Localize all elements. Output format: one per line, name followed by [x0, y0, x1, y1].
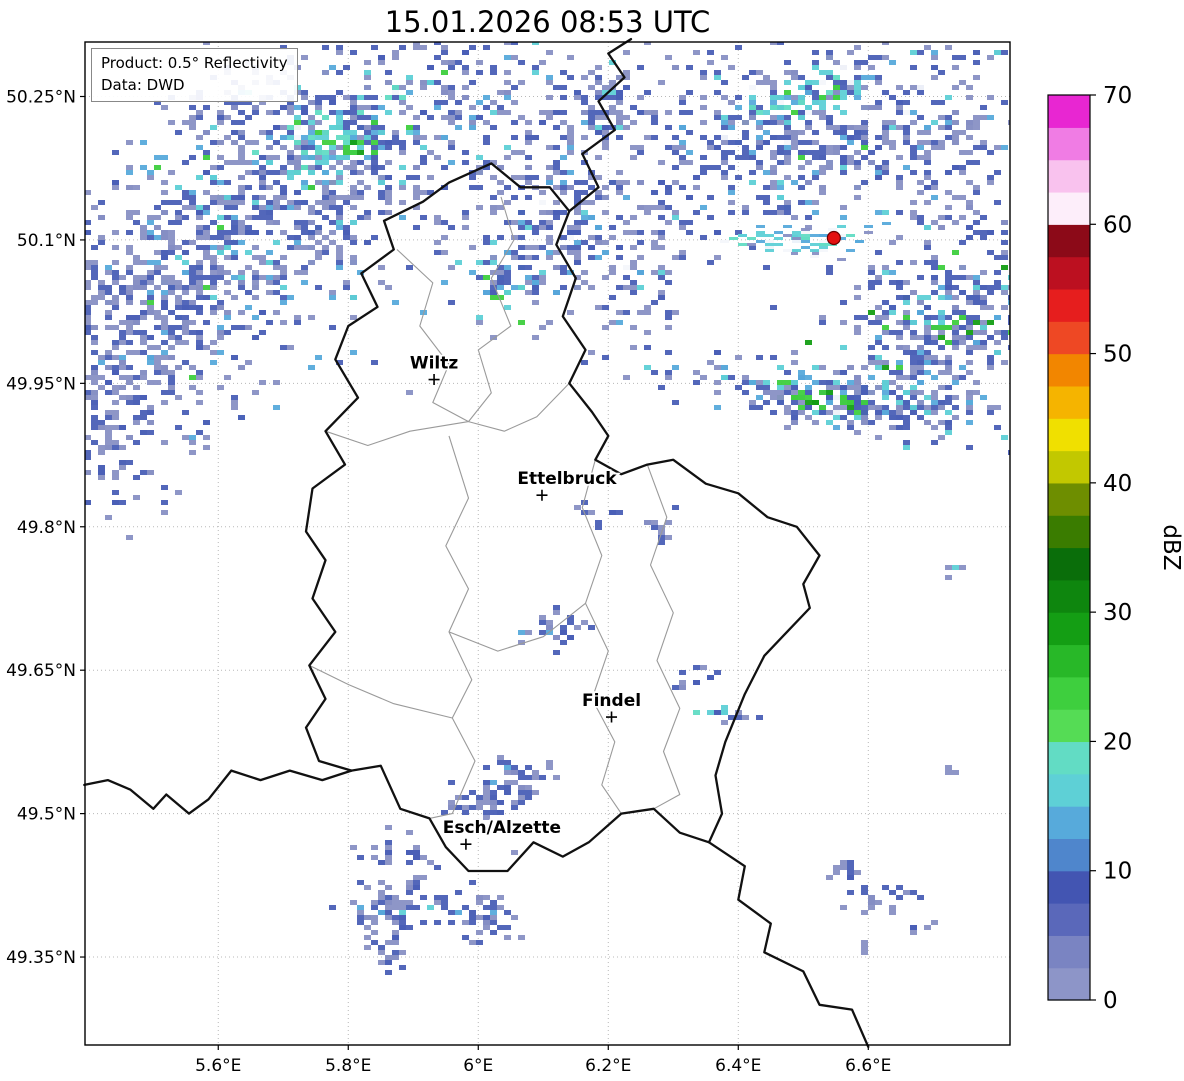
- colorbar-segment: [1048, 256, 1090, 290]
- colorbar-tick-label: 60: [1103, 212, 1132, 238]
- colorbar-segment: [1048, 127, 1090, 161]
- colorbar-segment: [1048, 95, 1090, 128]
- colorbar-tick-label: 20: [1103, 729, 1132, 755]
- data-source-line: Data: DWD: [101, 75, 185, 94]
- colorbar-segment: [1048, 579, 1090, 613]
- colorbar-segment: [1048, 838, 1090, 872]
- district-border-line: [646, 464, 681, 810]
- luxembourg-border: [304, 162, 821, 873]
- district-border-line: [325, 421, 469, 447]
- colorbar-segment: [1048, 418, 1090, 452]
- colorbar-segment: [1048, 870, 1090, 904]
- colorbar-segment: [1048, 709, 1090, 743]
- district-border-line: [396, 249, 469, 423]
- colorbar-tick-label: 10: [1103, 859, 1132, 885]
- y-tick-label: 49.65°N: [6, 661, 76, 681]
- district-border-line: [468, 196, 515, 422]
- axes-frame: [84, 41, 1011, 1046]
- city-cross-icon: [428, 374, 440, 386]
- colorbar-segment: [1048, 288, 1090, 322]
- country-borders: [83, 37, 870, 1049]
- colorbar-segment: [1048, 741, 1090, 775]
- city-cross-icon: [536, 489, 548, 501]
- y-tick-label: 49.95°N: [6, 374, 76, 394]
- city-cross-icon: [606, 711, 618, 723]
- colorbar-segment: [1048, 159, 1090, 193]
- colorbar-segment: [1048, 806, 1090, 839]
- colorbar-segment: [1048, 450, 1090, 484]
- product-line: Product: 0.5° Reflectivity: [101, 54, 288, 72]
- france-germany-border: [707, 841, 870, 1049]
- district-border-line: [448, 602, 586, 652]
- city-cross-icon: [460, 838, 472, 850]
- x-tick-label: 5.8°E: [325, 1056, 371, 1076]
- colorbar-segment: [1048, 321, 1090, 355]
- district-border-line: [581, 459, 622, 814]
- france-belgium-border: [83, 769, 353, 815]
- product-annotation-box: Product: 0.5° Reflectivity Data: DWD: [91, 48, 298, 102]
- y-tick-label: 49.8°N: [17, 518, 76, 538]
- colorbar-segment: [1048, 353, 1090, 387]
- district-border-line: [468, 382, 570, 432]
- x-tick-label: 6.6°E: [845, 1056, 891, 1076]
- district-border-line: [429, 435, 476, 819]
- colorbar-segment: [1048, 935, 1090, 969]
- colorbar-segment: [1048, 547, 1090, 581]
- y-tick-label: 50.1°N: [17, 231, 76, 251]
- colorbar-frame: [1047, 94, 1091, 1001]
- district-border-line: [309, 664, 453, 719]
- colorbar-segment: [1048, 515, 1090, 549]
- x-tick-label: 5.6°E: [195, 1056, 241, 1076]
- city-label: Findel: [582, 691, 641, 711]
- y-tick-label: 49.5°N: [17, 805, 76, 825]
- colorbar-segment: [1048, 385, 1090, 419]
- colorbar-tick-label: 30: [1103, 600, 1132, 626]
- city-markers: Wiltz Ettelbruck Findel Esch/Alzette: [408, 352, 643, 850]
- radar-site-dot: [826, 230, 841, 246]
- colorbar-segment: [1048, 903, 1090, 936]
- radar-echoes: [85, 42, 1010, 975]
- y-tick-label: 49.35°N: [6, 948, 76, 968]
- x-tick-label: 6°E: [463, 1056, 493, 1076]
- colorbar-segment: [1048, 644, 1090, 678]
- colorbar-unit-label: dBZ: [1158, 524, 1184, 570]
- colorbar-tick-label: 0: [1103, 988, 1118, 1014]
- x-tick-label: 6.2°E: [585, 1056, 631, 1076]
- colorbar-segment: [1048, 612, 1090, 646]
- colorbar-tick-label: 40: [1103, 471, 1132, 497]
- colorbar-segment: [1048, 967, 1090, 1001]
- district-borders: [309, 196, 681, 819]
- city-label: Esch/Alzette: [443, 818, 561, 838]
- y-tick-label: 50.25°N: [6, 88, 76, 108]
- plot-title: 15.01.2026 08:53 UTC: [384, 5, 711, 39]
- x-tick-label: 6.4°E: [715, 1056, 761, 1076]
- colorbar: 0 10 20 30 40 50 60 70 dBZ: [1047, 83, 1184, 1014]
- colorbar-tick-label: 50: [1103, 342, 1132, 368]
- colorbar-segment: [1048, 224, 1090, 258]
- colorbar-segment: [1048, 191, 1090, 225]
- colorbar-segment: [1048, 482, 1090, 516]
- colorbar-segment: [1048, 676, 1090, 710]
- belgium-germany-border: [568, 37, 633, 213]
- colorbar-segment: [1048, 773, 1090, 807]
- city-label: Wiltz: [410, 354, 459, 374]
- city-label: Ettelbruck: [517, 469, 617, 489]
- gridlines: 5.6°E 5.8°E 6°E 6.2°E 6.4°E 6.6°E 50.25°N 50.1°…: [6, 42, 1010, 1076]
- colorbar-tick-label: 70: [1103, 83, 1132, 109]
